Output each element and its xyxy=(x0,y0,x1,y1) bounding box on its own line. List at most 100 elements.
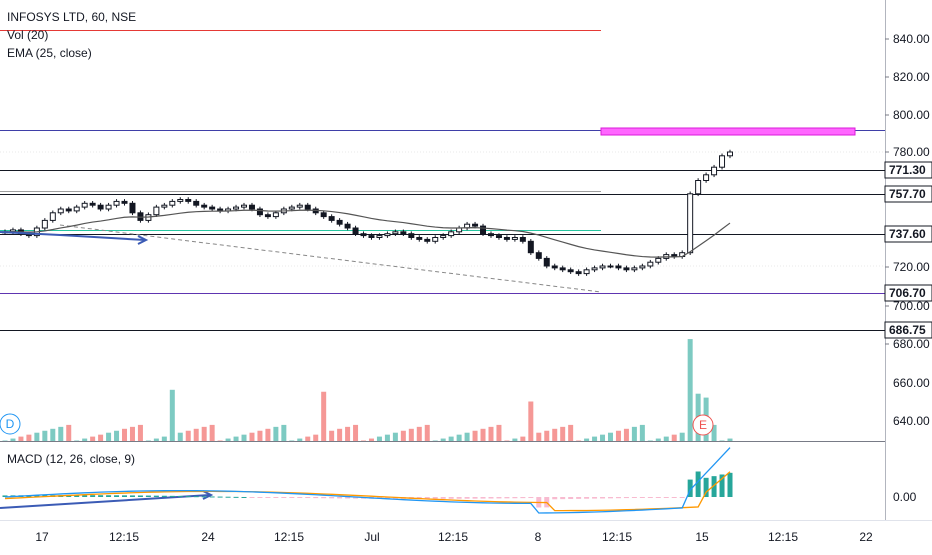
ema-legend: EMA (25, close) xyxy=(7,46,92,60)
candle-body xyxy=(503,237,510,240)
y-tick-label: 800.00 xyxy=(893,108,930,122)
candle-body xyxy=(336,219,343,225)
macd-histogram-bar xyxy=(201,496,207,498)
macd-histogram-bar xyxy=(488,497,494,499)
macd-histogram-bar xyxy=(592,497,598,499)
x-tick-label: 12:15 xyxy=(602,530,632,544)
volume-bar xyxy=(568,424,574,441)
macd-tick-label: 0.00 xyxy=(893,490,917,504)
volume-bar xyxy=(607,432,613,441)
macd-signal-line xyxy=(4,471,731,512)
volume-bar xyxy=(177,432,183,441)
macd-histogram-bar xyxy=(647,497,653,498)
macd-histogram-bar xyxy=(703,477,709,497)
volume-bar xyxy=(34,432,40,441)
volume-bar xyxy=(233,436,239,441)
macd-histogram-bar xyxy=(137,495,143,497)
volume-bar xyxy=(464,432,470,441)
candle-body xyxy=(511,237,518,240)
volume-bar xyxy=(512,438,518,441)
macd-histogram-bar xyxy=(257,497,263,498)
volume-bar xyxy=(145,440,151,441)
volume-bar xyxy=(249,432,255,441)
trend-line-dashed xyxy=(59,224,602,293)
macd-histogram-bar xyxy=(297,497,303,498)
macd-histogram-bar xyxy=(631,497,637,498)
macd-histogram-bar xyxy=(353,497,359,499)
volume-bar xyxy=(321,391,327,441)
candle-body xyxy=(105,204,112,210)
candle-body xyxy=(703,174,710,182)
volume-bar xyxy=(448,436,454,441)
volume-bar xyxy=(496,424,502,441)
macd-histogram-bar xyxy=(719,474,725,497)
volume-bar xyxy=(719,440,725,441)
volume-bar xyxy=(297,438,303,441)
volume-bar xyxy=(281,424,287,441)
macd-histogram-bar xyxy=(584,497,590,499)
volume-bar xyxy=(18,436,24,441)
volume-bar xyxy=(90,436,96,441)
candle-body xyxy=(480,225,487,235)
macd-histogram-bar xyxy=(98,495,104,497)
macd-histogram-bar xyxy=(329,497,335,499)
volume-bar xyxy=(376,436,382,441)
y-tick-label: 680.00 xyxy=(893,337,930,351)
macd-histogram-bar xyxy=(114,495,120,497)
candle-body xyxy=(201,204,208,208)
macd-histogram-bar xyxy=(480,497,486,499)
candle-body xyxy=(304,204,311,210)
volume-bar xyxy=(329,430,335,441)
macd-histogram-bar xyxy=(679,497,685,498)
volume-bar xyxy=(727,438,733,441)
x-tick-label: 24 xyxy=(201,530,215,544)
macd-histogram-bar xyxy=(496,497,502,499)
macd-histogram-bar xyxy=(217,496,223,498)
volume-bar xyxy=(600,434,606,441)
volume-bar xyxy=(353,424,359,441)
macd-histogram-bar xyxy=(695,471,701,497)
x-tick-label: 12:15 xyxy=(438,530,468,544)
candle-body xyxy=(384,233,391,237)
volume-legend: Vol (20) xyxy=(7,28,49,42)
candle-body xyxy=(599,265,606,269)
macd-histogram-bar xyxy=(520,497,526,499)
volume-bar xyxy=(623,428,629,441)
volume-bar xyxy=(552,428,558,441)
price-label-text: 757.70 xyxy=(889,187,926,201)
macd-histogram-bar xyxy=(687,479,693,497)
price-label-box xyxy=(884,284,932,302)
candle-body xyxy=(233,206,240,210)
volume-bar xyxy=(655,438,661,441)
price-label-box xyxy=(884,185,932,203)
candle-body xyxy=(248,204,255,210)
macd-line xyxy=(4,447,731,514)
volume-bar xyxy=(161,436,167,441)
macd-histogram-bar xyxy=(122,495,128,497)
macd-histogram-bar xyxy=(655,497,661,498)
dividend-marker xyxy=(0,413,21,435)
macd-histogram-bar xyxy=(129,495,135,497)
volume-bar xyxy=(313,434,319,441)
candle-body xyxy=(57,208,64,214)
macd-histogram-bar xyxy=(504,497,510,499)
volume-bar xyxy=(305,436,311,441)
volume-bar xyxy=(114,430,120,441)
volume-bar xyxy=(504,440,510,441)
macd-legend: MACD (12, 26, close, 9) xyxy=(7,452,136,466)
volume-bar xyxy=(185,430,191,441)
x-tick-label: 12:15 xyxy=(274,530,304,544)
macd-histogram-bar xyxy=(337,497,343,499)
macd-histogram-bar xyxy=(568,497,574,500)
macd-histogram-bar xyxy=(241,496,247,498)
macd-histogram-bar xyxy=(552,497,558,500)
volume-bar xyxy=(488,426,494,441)
macd-histogram-bar xyxy=(177,495,183,497)
price-label-box xyxy=(884,225,932,243)
volume-bar xyxy=(544,430,550,441)
macd-histogram-bar xyxy=(233,496,239,498)
macd-histogram-bar xyxy=(456,497,462,499)
volume-bar xyxy=(392,432,398,441)
